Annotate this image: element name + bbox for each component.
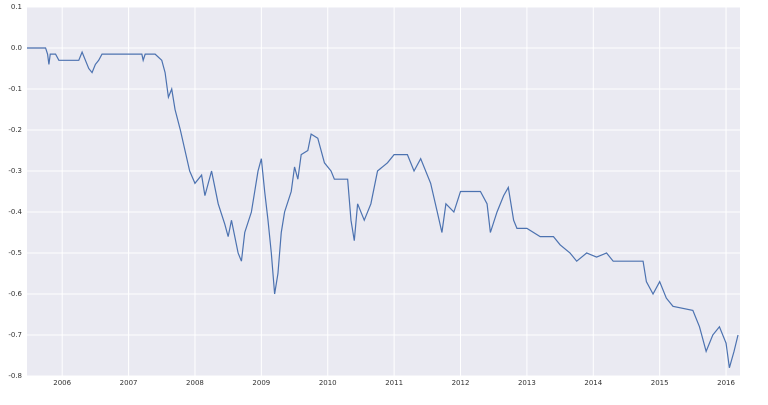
x-tick-label: 2015: [651, 379, 669, 387]
x-tick-label: 2011: [385, 379, 403, 387]
y-tick-label: 0.1: [11, 3, 22, 11]
y-tick-label: -0.5: [8, 249, 22, 257]
x-tick-label: 2006: [53, 379, 71, 387]
y-tick-label: -0.1: [8, 85, 22, 93]
x-tick-label: 2007: [120, 379, 138, 387]
y-tick-label: -0.2: [8, 126, 22, 134]
y-tick-label: -0.4: [8, 208, 22, 216]
line-series: [27, 47, 739, 368]
x-tick-label: 2016: [717, 379, 735, 387]
x-tick-label: 2013: [518, 379, 536, 387]
x-tick-label: 2014: [584, 379, 602, 387]
y-tick-label: -0.8: [8, 372, 22, 380]
x-tick-label: 2010: [319, 379, 337, 387]
x-tick-label: 2009: [252, 379, 270, 387]
y-tick-label: -0.3: [8, 167, 22, 175]
plot-background: [27, 7, 740, 376]
x-tick-label: 2008: [186, 379, 204, 387]
y-tick-label: -0.7: [8, 331, 22, 339]
x-tick-label: 2012: [452, 379, 470, 387]
y-tick-label: -0.6: [8, 290, 22, 298]
y-tick-label: 0.0: [11, 44, 22, 52]
